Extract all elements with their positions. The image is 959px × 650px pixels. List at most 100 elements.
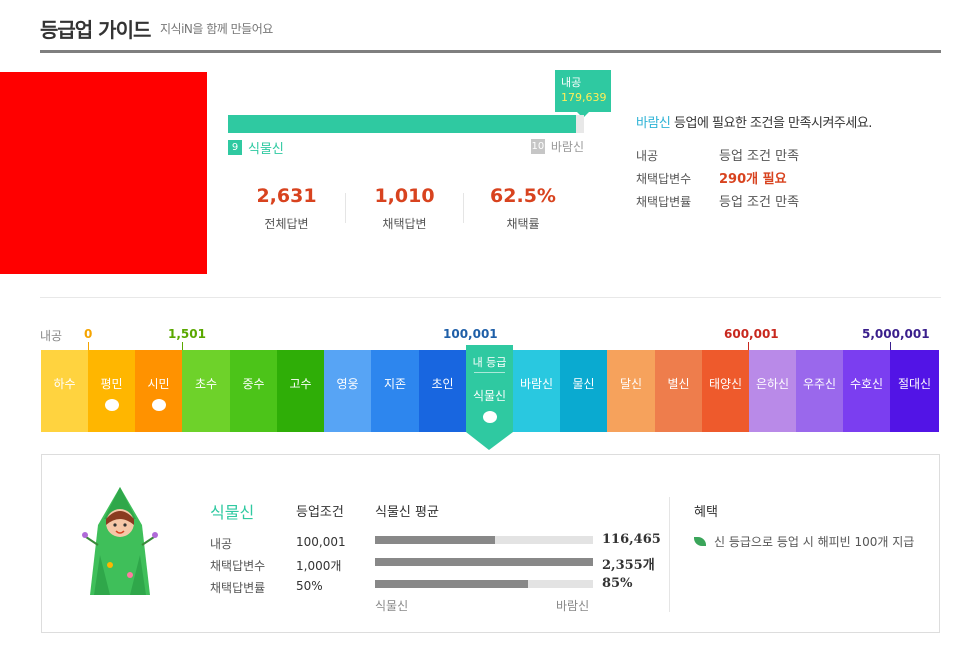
level-detail-panel: 식물신 등업조건 식물신 평균 내공 100,001 채택답변수 1,000개 … (41, 454, 940, 633)
naegong-tooltip: 내공 179,639 (555, 70, 611, 118)
level-5[interactable]: 고수 (277, 350, 324, 432)
level-name: 시민 (147, 377, 170, 391)
level-2[interactable]: 시민 (135, 350, 182, 432)
marker-divider (474, 372, 505, 373)
my-level-tag: 내 등급 (472, 356, 507, 369)
profile-image (0, 72, 207, 274)
level-name: 중수 (242, 377, 265, 391)
level-14[interactable]: 태양신 (702, 350, 749, 432)
level-name: 평민 (100, 377, 123, 391)
condition-row: 채택답변수 290개 필요 (636, 168, 936, 191)
condition-key: 채택답변률 (636, 195, 692, 209)
detail-key: 채택답변수 (210, 559, 266, 573)
level-16[interactable]: 우주신 (796, 350, 843, 432)
detail-key: 내공 (210, 537, 233, 551)
stat-value: 62.5% (490, 185, 556, 207)
my-level-marker[interactable]: 내 등급 식물신 (466, 345, 513, 432)
scale-label: 5,000,001 (862, 327, 930, 341)
stat-adoption-rate: 62.5% 채택률 (464, 185, 582, 231)
condition-value: 등업 조건 만족 (719, 195, 800, 210)
egg-icon (151, 399, 166, 411)
level-progress: 내공 179,639 9 식물신 10 바람신 (228, 70, 611, 160)
level-name: 태양신 (708, 377, 743, 391)
scale-tick (748, 342, 749, 352)
detail-condition: 100,001 (296, 535, 346, 549)
page-header: 등급업 가이드 지식iN을 함께 만들어요 (40, 0, 941, 53)
level-15[interactable]: 은하신 (749, 350, 796, 432)
condition-row: 내공 등업 조건 만족 (636, 145, 936, 168)
level-17[interactable]: 수호신 (843, 350, 890, 432)
stat-total-answers: 2,631 전체답변 (228, 185, 346, 231)
level-name: 하수 (53, 377, 76, 391)
condition-key: 내공 (636, 149, 659, 163)
detail-condition: 1,000개 (296, 559, 342, 573)
target-level-name: 바람신 (636, 116, 671, 131)
level-6[interactable]: 영웅 (324, 350, 371, 432)
marker-arrow-icon (466, 432, 513, 450)
page-title: 등급업 가이드 (40, 18, 151, 42)
level-average-title: 식물신 평균 (375, 505, 439, 520)
level-3[interactable]: 초수 (182, 350, 230, 432)
level-name: 초인 (431, 377, 454, 391)
average-bar-naegong (375, 536, 593, 544)
progress-fill (228, 115, 576, 133)
average-bar-fill (375, 580, 528, 588)
bar-axis-left: 식물신 (375, 599, 409, 613)
condition-key: 채택답변수 (636, 172, 692, 186)
condition-row: 채택답변률 등업 조건 만족 (636, 191, 936, 214)
average-bar-rate (375, 580, 593, 588)
level-name: 영웅 (336, 377, 359, 391)
leaf-icon (694, 537, 706, 546)
level-name: 고수 (289, 377, 312, 391)
level-4[interactable]: 중수 (230, 350, 277, 432)
average-bar-adopted (375, 558, 593, 566)
scale-label: 100,001 (443, 327, 498, 341)
level-11[interactable]: 물신 (560, 350, 607, 432)
level-name: 별신 (667, 377, 690, 391)
egg-icon (482, 411, 497, 423)
scale-label: 600,001 (724, 327, 779, 341)
egg-icon (104, 399, 119, 411)
condition-message-text: 등업에 필요한 조건을 만족시켜주세요. (670, 116, 872, 131)
stat-label: 전체답변 (264, 217, 309, 231)
stat-value: 2,631 (256, 185, 317, 207)
level-name: 절대신 (897, 377, 932, 391)
detail-condition: 50% (296, 579, 323, 593)
level-strip: 하수 평민 시민 초수 중수 고수 영웅 지존 초인식물신 바람신 물신 달신 별신 태양신 은하신 우주신 수… (41, 350, 941, 432)
level-13[interactable]: 별신 (655, 350, 702, 432)
level-7[interactable]: 지존 (371, 350, 419, 432)
bar-axis-right: 바람신 (556, 599, 590, 613)
benefit-title: 혜택 (694, 505, 718, 520)
current-level: 9 식물신 (228, 138, 284, 157)
scale-tick (88, 342, 89, 352)
average-bar-fill (375, 558, 593, 566)
level-0[interactable]: 하수 (41, 350, 88, 432)
average-value: 2,355개 (602, 558, 655, 573)
scale-label: 1,501 (168, 327, 206, 341)
plant-god-character-icon (82, 487, 158, 595)
my-level-name: 식물신 (472, 389, 507, 403)
level-name: 물신 (572, 377, 595, 391)
level-name: 달신 (619, 377, 643, 391)
levelup-condition-title: 등업조건 (296, 505, 344, 520)
benefit-item: 신 등급으로 등업 시 해피빈 100개 지급 (694, 533, 914, 550)
average-value: 116,465 (602, 532, 661, 547)
level-10[interactable]: 바람신 (513, 350, 560, 432)
level-name: 초수 (194, 377, 218, 391)
progress-track (228, 115, 584, 133)
panel-divider (669, 497, 670, 612)
level-name: 우주신 (802, 377, 837, 391)
level-name: 바람신 (519, 377, 554, 391)
condition-message: 바람신 등업에 필요한 조건을 만족시켜주세요. (636, 112, 936, 131)
level-1[interactable]: 평민 (88, 350, 135, 432)
level-8[interactable]: 초인 (419, 350, 466, 432)
level-12[interactable]: 달신 (607, 350, 655, 432)
condition-value: 등업 조건 만족 (719, 149, 800, 164)
next-level-name: 바람신 (550, 140, 584, 154)
average-bar-fill (375, 536, 495, 544)
scale-tick (890, 342, 891, 352)
average-value: 85% (602, 576, 633, 591)
detail-level-name: 식물신 (210, 503, 255, 522)
stat-value: 1,010 (374, 185, 435, 207)
level-18[interactable]: 절대신 (890, 350, 939, 432)
